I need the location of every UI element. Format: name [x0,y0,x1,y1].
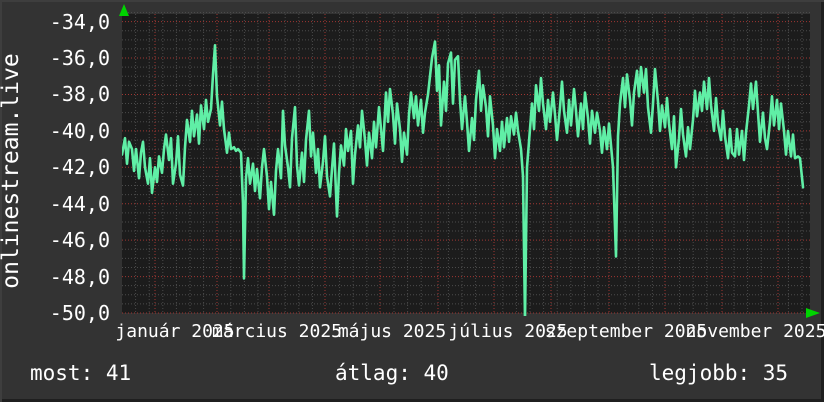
y-axis-arrow-icon [119,4,129,16]
x-tick-label: szeptember 2025 [544,321,708,342]
y-tick-label: -34,0 [49,9,110,34]
stat-best: legjobb: 35 [649,361,789,385]
stat-most: most: 41 [30,361,132,385]
x-tick-label: május 2025 [337,321,447,342]
y-tick-label: -40,0 [49,118,110,143]
x-tick-label: március 2025 [211,321,343,342]
y-tick-label: -48,0 [49,264,110,289]
y-tick-label: -46,0 [49,228,110,253]
stat-average: átlag: 40 [335,361,449,385]
x-tick-label: november 2025 [685,321,824,342]
y-tick-label: -38,0 [49,82,110,107]
y-tick-label: -50,0 [49,301,110,325]
x-tick-label: július 2025 [448,321,568,342]
y-tick-label: -44,0 [49,191,110,216]
plot-area [122,14,810,313]
x-axis-arrow-icon [806,308,820,318]
y-tick-label: -36,0 [49,46,110,71]
y-tick-label: -42,0 [49,155,110,180]
x-tick-label: január 2025 [115,321,235,342]
signal-line [122,40,805,316]
